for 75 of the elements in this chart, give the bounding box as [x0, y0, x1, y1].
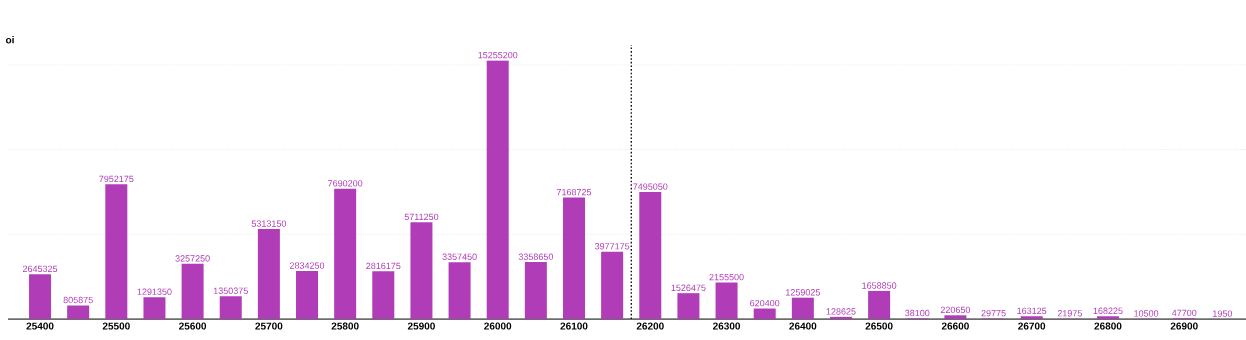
- data-label: 3358650: [518, 253, 554, 260]
- x-tick-label: 26900: [1170, 322, 1198, 330]
- bar: [486, 60, 509, 319]
- bar: [296, 271, 319, 319]
- bar: [791, 297, 814, 319]
- data-label: 2155500: [709, 273, 744, 281]
- data-label: 1259025: [786, 289, 820, 296]
- x-tick-label: 25900: [407, 322, 435, 330]
- x-tick-label: 25700: [255, 322, 283, 330]
- data-label: 15255200: [478, 51, 518, 59]
- bar: [715, 282, 738, 319]
- bar: [1020, 316, 1043, 319]
- bar: [677, 293, 700, 319]
- bar: [143, 297, 166, 319]
- x-tick-label: 25400: [26, 322, 54, 330]
- data-label: 805875: [63, 296, 93, 304]
- bar: [448, 262, 471, 319]
- bar: [601, 251, 624, 319]
- y-axis-title: oi: [5, 36, 14, 44]
- bar: [868, 290, 891, 319]
- bar: [334, 188, 357, 319]
- data-label: 7690200: [328, 180, 363, 187]
- data-label: 29775: [981, 309, 1006, 317]
- data-label: 168225: [1093, 307, 1123, 314]
- x-tick-label: 26400: [789, 322, 817, 330]
- data-label: 7495050: [633, 183, 668, 190]
- data-label: 38100: [905, 309, 930, 317]
- data-label: 1526475: [671, 284, 706, 291]
- data-label: 21975: [1057, 310, 1082, 317]
- data-label: 47700: [1171, 309, 1197, 317]
- data-label: 3257250: [175, 255, 210, 262]
- data-label: 2645325: [22, 265, 58, 273]
- data-label: 5711250: [404, 213, 439, 221]
- x-tick-label: 26300: [713, 322, 741, 330]
- data-label: 1950: [1213, 310, 1233, 317]
- bar: [753, 308, 776, 319]
- data-label: 3977175: [594, 243, 630, 250]
- data-label: 220650: [940, 306, 971, 314]
- x-tick-label: 26700: [1018, 322, 1046, 330]
- bar: [563, 197, 585, 319]
- data-label: 7952175: [99, 175, 134, 183]
- data-label: 1350375: [213, 287, 248, 294]
- x-tick-label: 26100: [560, 322, 588, 330]
- bar: [944, 315, 967, 319]
- x-tick-label: 26800: [1094, 322, 1122, 330]
- x-tick-label: 26000: [484, 322, 512, 330]
- data-label: 128625: [826, 308, 856, 315]
- bar: [67, 305, 90, 319]
- bar: [219, 296, 242, 319]
- x-tick-label: 25500: [102, 322, 130, 330]
- data-label: 2816175: [366, 262, 401, 270]
- bar: [1096, 316, 1119, 319]
- x-tick-label: 25600: [179, 322, 207, 330]
- data-label: 2834250: [289, 262, 325, 269]
- data-label: 10500: [1134, 310, 1159, 317]
- data-label: 163125: [1017, 307, 1047, 315]
- bar: [257, 228, 280, 319]
- data-label: 7168725: [556, 188, 592, 196]
- data-label: 1291350: [137, 288, 172, 295]
- data-label: 3357450: [442, 253, 477, 260]
- bar: [372, 271, 395, 319]
- data-label: 5313150: [251, 220, 287, 227]
- x-tick-label: 26600: [941, 322, 969, 330]
- bar: [410, 222, 433, 319]
- data-label: 1658850: [862, 282, 897, 289]
- x-tick-label: 26200: [636, 322, 664, 330]
- x-tick-label: 26500: [865, 322, 893, 330]
- bar: [829, 316, 852, 319]
- bar: [105, 184, 128, 319]
- data-label: 620400: [750, 299, 780, 307]
- bar: [181, 263, 204, 319]
- bar: [29, 274, 52, 319]
- bar: [639, 192, 662, 319]
- bar: [524, 262, 547, 319]
- x-tick-label: 25800: [331, 322, 359, 330]
